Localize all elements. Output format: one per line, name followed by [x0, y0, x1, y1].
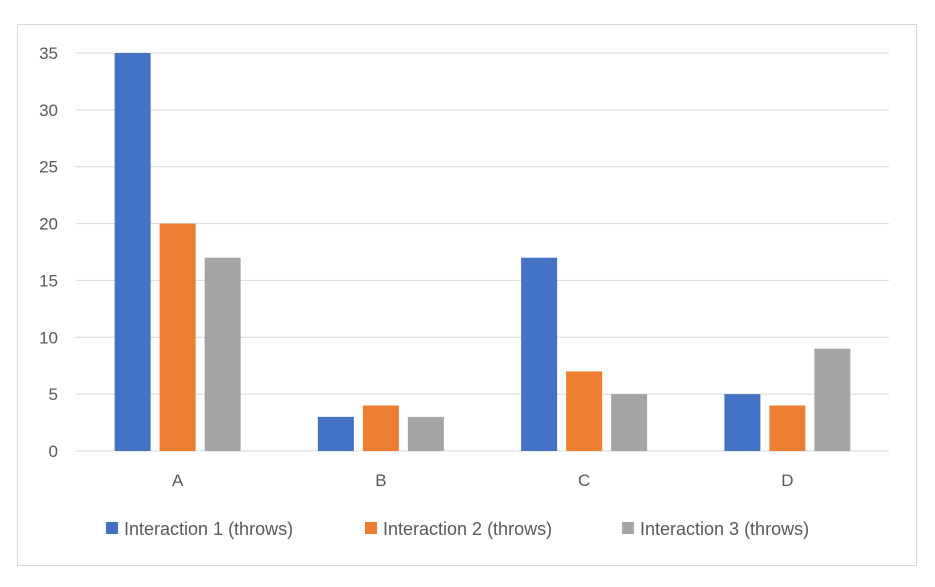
bar-d-series-2: [769, 405, 806, 451]
legend-swatch: [622, 522, 634, 534]
bar-b-series-1: [317, 416, 354, 451]
bars: [114, 53, 851, 451]
x-tick-label: D: [781, 471, 793, 490]
x-tick-label: B: [375, 471, 386, 490]
legend-label: Interaction 3 (throws): [640, 519, 809, 539]
bar-c-series-3: [611, 394, 648, 451]
bar-b-series-3: [407, 416, 444, 451]
bar-a-series-1: [114, 53, 151, 451]
bar-d-series-3: [814, 348, 851, 451]
y-tick-label: 20: [39, 215, 58, 234]
bar-c-series-2: [566, 371, 603, 451]
y-tick-label: 35: [39, 44, 58, 63]
y-tick-label: 0: [49, 442, 58, 461]
legend-swatch: [106, 522, 118, 534]
gridlines: [76, 52, 889, 452]
legend-label: Interaction 2 (throws): [383, 519, 552, 539]
legend-swatch: [365, 522, 377, 534]
bar-a-series-3: [204, 257, 241, 451]
bar-d-series-1: [724, 394, 761, 451]
y-tick-label: 10: [39, 328, 58, 347]
bar-c-series-1: [521, 257, 558, 451]
x-tick-label: A: [172, 471, 184, 490]
x-tick-label: C: [578, 471, 590, 490]
y-tick-label: 5: [49, 385, 58, 404]
legend: Interaction 1 (throws) Interaction 2 (thr…: [106, 519, 809, 539]
y-axis-tick-labels: 0 5 10 15 20 25 30 35: [39, 44, 58, 461]
legend-label: Interaction 1 (throws): [124, 519, 293, 539]
y-tick-label: 25: [39, 158, 58, 177]
bar-a-series-2: [159, 223, 196, 451]
y-tick-label: 15: [39, 271, 58, 290]
bar-b-series-2: [362, 405, 399, 451]
x-axis-tick-labels: A B C D: [172, 471, 794, 490]
y-tick-label: 30: [39, 101, 58, 120]
